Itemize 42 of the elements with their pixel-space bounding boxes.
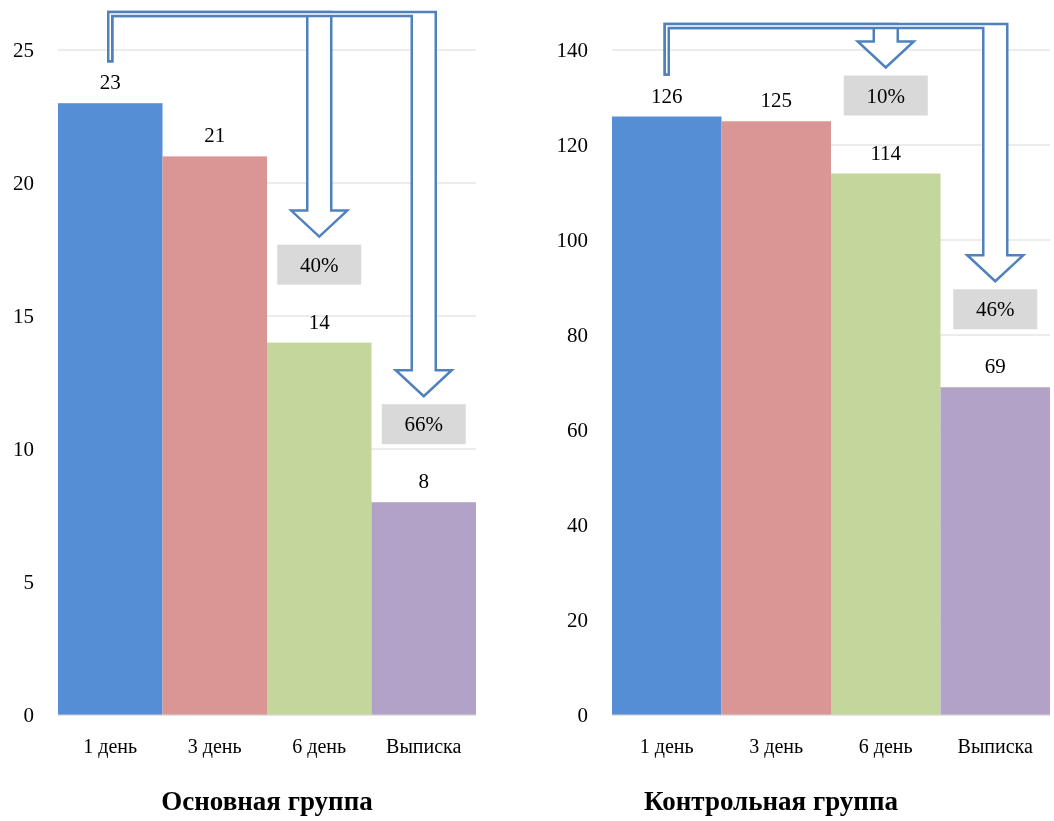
y-tick-label: 20 bbox=[13, 171, 34, 195]
y-tick-label: 10 bbox=[13, 437, 34, 461]
x-tick-label: 6 день bbox=[858, 735, 913, 758]
y-tick-label: 15 bbox=[13, 304, 34, 328]
x-tick-label: 3 день bbox=[749, 735, 804, 758]
y-tick-label: 80 bbox=[567, 323, 588, 347]
x-tick-label: Выписка bbox=[386, 735, 462, 757]
data-label: 23 bbox=[99, 70, 121, 95]
y-tick-label: 100 bbox=[556, 228, 588, 252]
data-label: 114 bbox=[870, 140, 902, 165]
x-tick-label: Выписка bbox=[957, 735, 1034, 757]
x-tick-label: 1 день bbox=[639, 735, 694, 758]
data-label: 125 bbox=[760, 88, 792, 113]
x-tick-label: 6 день bbox=[292, 735, 347, 758]
y-tick-label: 20 bbox=[567, 608, 588, 632]
data-label: 126 bbox=[651, 83, 683, 108]
text: Контрольная группа bbox=[644, 786, 899, 816]
x-tick-label: 1 день bbox=[83, 735, 138, 758]
annotation: 10% bbox=[866, 83, 905, 108]
annotation: 46% bbox=[976, 297, 1015, 322]
bar bbox=[721, 121, 831, 715]
data-label: 69 bbox=[984, 354, 1006, 379]
data-label: 8 bbox=[418, 469, 429, 494]
y-tick-label: 140 bbox=[556, 38, 588, 62]
annotation: 40% bbox=[300, 252, 339, 277]
bar bbox=[267, 342, 372, 715]
y-tick-label: 60 bbox=[567, 418, 588, 442]
y-tick-label: 25 bbox=[13, 38, 34, 62]
bar bbox=[612, 116, 722, 715]
bar bbox=[831, 173, 941, 715]
y-tick-label: 40 bbox=[567, 513, 588, 537]
bar bbox=[371, 502, 476, 715]
data-label: 21 bbox=[204, 123, 226, 148]
annotation: 66% bbox=[404, 412, 443, 437]
y-tick-label: 0 bbox=[23, 703, 34, 727]
y-tick-label: 120 bbox=[556, 133, 588, 157]
y-tick-label: 0 bbox=[577, 703, 588, 727]
data-label: 14 bbox=[308, 309, 331, 334]
x-tick-label: 3 день bbox=[187, 735, 242, 758]
text: Основная группа bbox=[161, 786, 374, 816]
y-tick-label: 5 bbox=[23, 570, 34, 594]
bar bbox=[940, 387, 1050, 715]
